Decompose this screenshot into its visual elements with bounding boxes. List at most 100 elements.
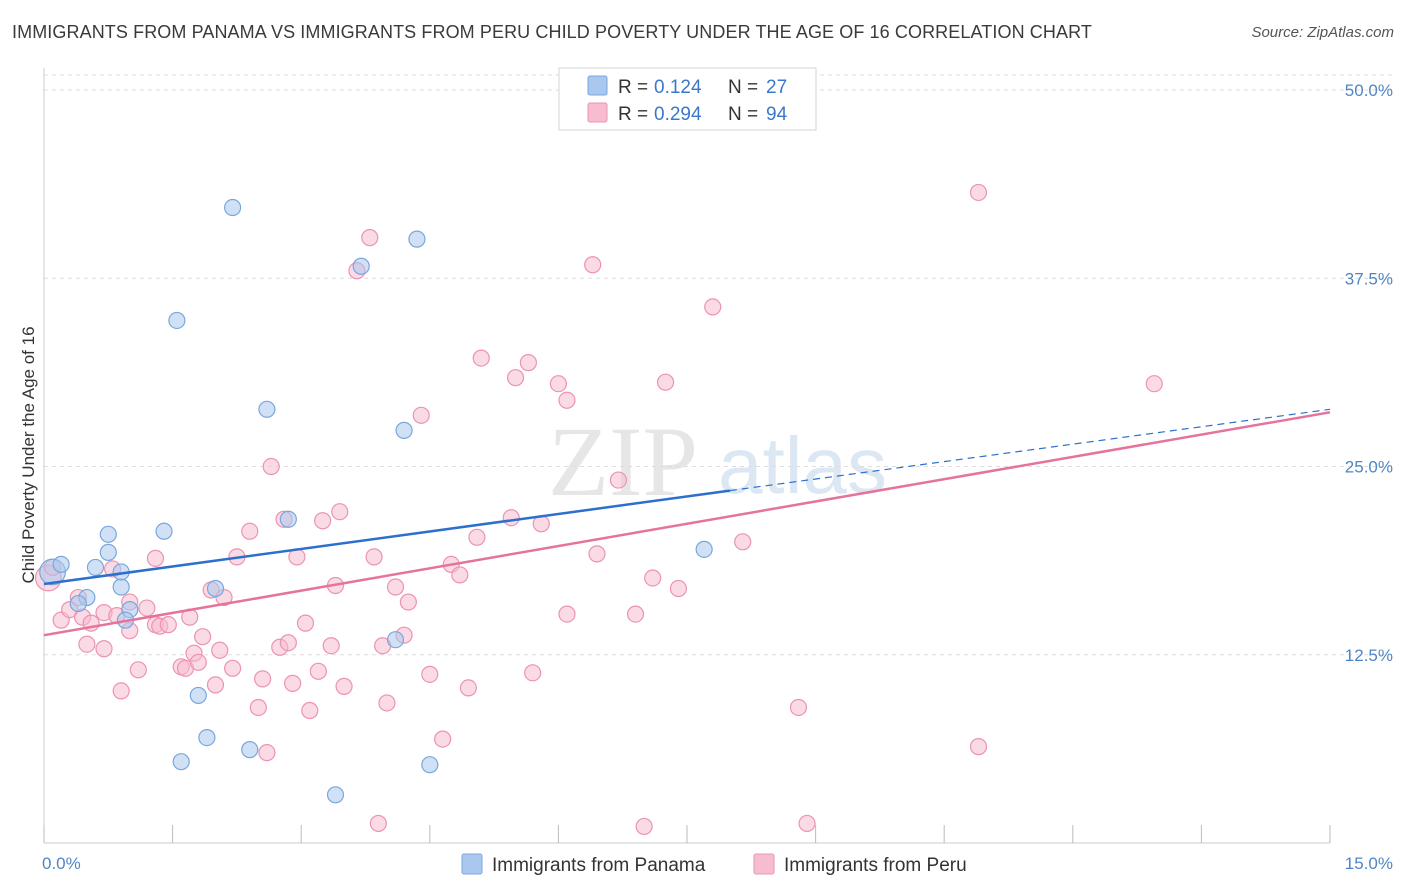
panama-point-12 [168, 311, 186, 330]
panama-point-13 [224, 198, 242, 217]
legend-r-label-peru: R = [618, 104, 648, 125]
peru-point-15 [129, 661, 147, 679]
peru-point-61 [434, 730, 452, 748]
peru-point-20 [159, 616, 177, 634]
panama-point-7 [99, 525, 117, 543]
peru-point-33 [241, 522, 259, 540]
peru-point-28 [206, 676, 225, 694]
peru-point-86 [798, 814, 816, 833]
correlation-legend: R = 0.124 N = 27 R = 0.294 N = 94 [558, 67, 817, 131]
peru-point-49 [331, 503, 349, 521]
peru-point-83 [704, 298, 722, 316]
panama-points [39, 198, 713, 804]
legend-n-value-peru: 94 [766, 104, 788, 125]
peru-point-77 [609, 471, 628, 489]
panama-point-15 [279, 510, 297, 528]
peru-point-87 [969, 183, 988, 202]
y-tick-label-3: 50.0% [1345, 81, 1393, 100]
source-credit: Source: ZipAtlas.com [1251, 24, 1394, 41]
peru-point-76 [588, 545, 606, 563]
peru-point-85 [789, 698, 808, 717]
legend-swatch-peru [587, 102, 608, 123]
peru-point-84 [734, 533, 752, 551]
legend-r-value-peru: 0.294 [654, 104, 702, 125]
peru-point-47 [322, 637, 340, 655]
peru-point-56 [386, 578, 405, 596]
panama-point-21 [408, 230, 426, 248]
peru-point-69 [519, 354, 537, 372]
panama-point-14 [258, 400, 276, 418]
x-tick-max: 15.0% [1345, 854, 1393, 873]
peru-point-72 [549, 375, 568, 393]
peru-point-88 [969, 738, 988, 756]
peru-point-50 [335, 677, 353, 695]
peru-point-65 [468, 528, 486, 546]
legend-n-label-peru: N = [728, 104, 758, 125]
panama-point-17 [189, 686, 207, 705]
peru-point-60 [421, 665, 439, 683]
peru-point-66 [472, 349, 490, 367]
peru-point-79 [635, 817, 653, 836]
legend-n-label-panama: N = [728, 77, 758, 98]
y-tick-labels: 12.5% 25.0% 37.5% 50.0% [1345, 81, 1393, 665]
watermark-zip: ZIP [548, 406, 698, 517]
panama-trend-extension [729, 408, 1331, 492]
panama-point-4 [69, 594, 87, 613]
peru-point-26 [194, 628, 212, 646]
peru-point-16 [138, 599, 156, 617]
bottom-legend-label-peru: Immigrants from Peru [784, 855, 967, 876]
peru-point-67 [502, 509, 520, 527]
panama-point-16 [206, 579, 225, 598]
peru-point-90 [369, 814, 387, 833]
peru-point-9 [95, 640, 113, 658]
panama-point-23 [395, 421, 413, 439]
y-axis-label: Child Poverty Under the Age of 16 [19, 326, 38, 583]
panama-point-8 [99, 543, 117, 561]
peru-point-64 [459, 679, 477, 697]
bottom-legend-swatch-panama [461, 853, 483, 875]
panama-point-1 [52, 555, 70, 574]
peru-point-68 [506, 369, 525, 387]
legend-r-label-panama: R = [618, 77, 648, 98]
panama-point-9 [155, 522, 173, 540]
bottom-legend-swatch-peru [753, 853, 775, 875]
peru-point-63 [451, 566, 469, 584]
peru-point-46 [314, 512, 332, 530]
peru-point-37 [262, 457, 280, 476]
axes [43, 68, 1331, 844]
peru-point-45 [309, 662, 327, 680]
peru-point-34 [249, 698, 267, 717]
peru-point-40 [279, 634, 297, 652]
y-tick-label-2: 37.5% [1345, 269, 1393, 288]
y-tick-label-1: 25.0% [1345, 458, 1393, 477]
peru-point-81 [656, 373, 675, 391]
peru-point-70 [524, 664, 542, 682]
panama-point-18 [198, 728, 216, 747]
peru-point-6 [78, 635, 96, 653]
peru-point-80 [644, 569, 662, 587]
panama-point-5 [112, 578, 130, 596]
panama-point-24 [386, 631, 405, 649]
x-tick-min: 0.0% [42, 854, 81, 873]
panama-point-27 [695, 540, 713, 558]
panama-point-2 [86, 558, 105, 577]
legend-r-value-panama: 0.124 [654, 77, 702, 98]
peru-point-55 [378, 694, 396, 712]
legend-n-value-panama: 27 [766, 77, 787, 98]
y-tick-label-0: 12.5% [1345, 646, 1393, 665]
peru-point-74 [558, 605, 576, 623]
chart-title: IMMIGRANTS FROM PANAMA VS IMMIGRANTS FRO… [12, 22, 1092, 42]
panama-point-25 [421, 756, 439, 774]
bottom-legend-label-panama: Immigrants from Panama [492, 855, 706, 876]
peru-point-53 [365, 548, 383, 566]
gridlines [44, 74, 1393, 656]
peru-point-52 [361, 229, 379, 247]
peru-point-12 [112, 682, 130, 700]
panama-point-22 [352, 257, 370, 275]
peru-point-78 [626, 605, 645, 623]
peru-point-58 [399, 593, 417, 611]
peru-point-44 [301, 701, 319, 720]
panama-point-26 [326, 786, 345, 804]
panama-trend-line [43, 489, 731, 586]
